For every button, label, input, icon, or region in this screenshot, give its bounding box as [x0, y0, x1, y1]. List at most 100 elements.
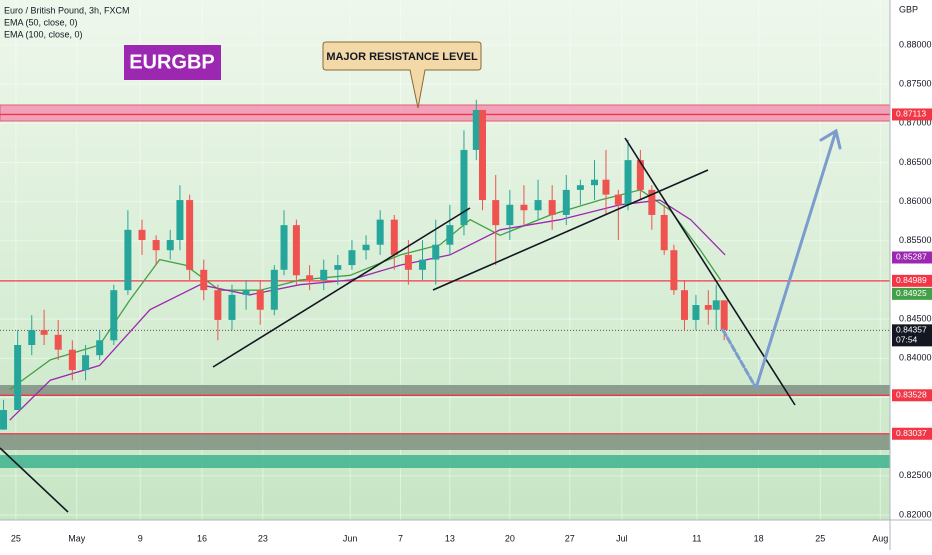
symbol-badge	[124, 45, 221, 80]
candle-body	[228, 294, 236, 320]
trend-line	[624, 137, 796, 406]
trend-line	[0, 447, 69, 513]
candle-body	[306, 275, 314, 280]
candle-body	[680, 290, 688, 320]
candle-body	[292, 225, 300, 276]
x-tick-label: 7	[398, 533, 403, 543]
price-label: 0.83528	[896, 390, 927, 400]
projection-down	[721, 328, 758, 390]
price-label: 0.84925	[896, 288, 927, 298]
candle-body	[636, 160, 644, 190]
price-label-box	[892, 108, 932, 121]
x-tick-label: 25	[815, 533, 825, 543]
price-label-box	[892, 274, 932, 287]
candle-body	[96, 340, 104, 356]
candle-body	[712, 300, 720, 310]
x-tick-label: 11	[692, 533, 701, 543]
candle-body	[54, 334, 62, 350]
candle-body	[68, 349, 76, 371]
price-label: 0.85287	[896, 252, 927, 262]
candle-body	[419, 259, 427, 270]
candle-body	[214, 290, 222, 320]
candle-body	[0, 410, 8, 430]
resistance-zone	[0, 104, 891, 122]
candle-body	[348, 250, 356, 266]
candle-body	[110, 290, 118, 341]
trend-line	[432, 169, 709, 291]
candle-body	[40, 330, 48, 335]
candle-body	[82, 355, 90, 371]
ema-line	[9, 199, 726, 421]
candle-body	[242, 290, 250, 295]
candle-body	[548, 200, 556, 215]
candle-body	[404, 254, 412, 270]
candle-body	[362, 244, 370, 251]
x-tick-label: 23	[258, 533, 268, 543]
candle-body	[472, 109, 480, 150]
price-label: 0.87113	[896, 109, 926, 119]
candle-body	[534, 200, 542, 211]
demand-zone	[0, 455, 890, 468]
candle-body	[186, 200, 194, 270]
candle-body	[576, 185, 584, 190]
candle-body	[200, 269, 208, 291]
y-tick-label: 0.88000	[899, 39, 932, 49]
candle-body	[334, 265, 342, 270]
candles	[0, 99, 728, 430]
candle-body	[446, 225, 454, 245]
candle-body	[28, 330, 36, 345]
projection-up	[754, 132, 837, 390]
candle-body	[648, 189, 656, 215]
x-tick-label: Aug	[872, 533, 888, 543]
candle-body	[704, 305, 712, 310]
y-tick-label: 0.85500	[899, 235, 932, 245]
candle-body	[720, 300, 728, 331]
candle-body	[14, 344, 22, 411]
chart-title: Euro / British Pound, 3h, FXCM	[4, 5, 130, 15]
x-tick-label: Jul	[616, 533, 628, 543]
candle-body	[692, 305, 700, 320]
candle-body	[506, 204, 514, 226]
candle-body	[390, 219, 398, 255]
y-tick-label: 0.86500	[899, 157, 932, 167]
projection-arrow	[721, 128, 842, 390]
price-label-box	[892, 427, 932, 440]
price-label-box	[892, 324, 932, 347]
x-tick-label: 13	[445, 533, 455, 543]
y-tick-label: 0.82500	[899, 470, 932, 480]
y-tick-label: 0.86000	[899, 196, 932, 206]
candle-body	[478, 109, 486, 201]
arrow-head	[819, 128, 842, 150]
candle-body	[138, 229, 146, 241]
price-label-box	[892, 389, 932, 402]
trend-line	[212, 207, 471, 368]
price-label-box	[892, 287, 932, 300]
x-tick-label: 16	[197, 533, 207, 543]
candle-body	[166, 240, 174, 251]
candle-body	[624, 160, 632, 205]
y-tick-label: 0.84000	[899, 353, 932, 363]
axis-labels: 0.820000.825000.830000.835000.840000.845…	[11, 39, 932, 543]
candle-body	[602, 179, 610, 195]
candle-body	[460, 149, 468, 226]
candle-body	[520, 204, 528, 211]
candle-body	[591, 179, 599, 186]
candle-body	[270, 269, 278, 310]
x-tick-label: 20	[505, 533, 515, 543]
ema-line	[9, 189, 722, 391]
price-label-box	[892, 251, 932, 264]
support-zone	[0, 434, 890, 450]
y-tick-label: 0.87000	[899, 118, 932, 128]
candle-body	[256, 290, 264, 310]
candle-body	[562, 189, 570, 215]
legend-entry: EMA (50, close, 0)	[4, 17, 78, 27]
y-tick-label: 0.84500	[899, 314, 932, 324]
x-tick-label: May	[68, 533, 86, 543]
countdown-label: 07:54	[896, 335, 918, 345]
x-tick-label: 18	[754, 533, 764, 543]
candle-body	[660, 214, 668, 251]
annotation-callout	[322, 41, 482, 109]
levels	[0, 113, 890, 435]
y-tick-label: 0.87500	[899, 79, 932, 89]
